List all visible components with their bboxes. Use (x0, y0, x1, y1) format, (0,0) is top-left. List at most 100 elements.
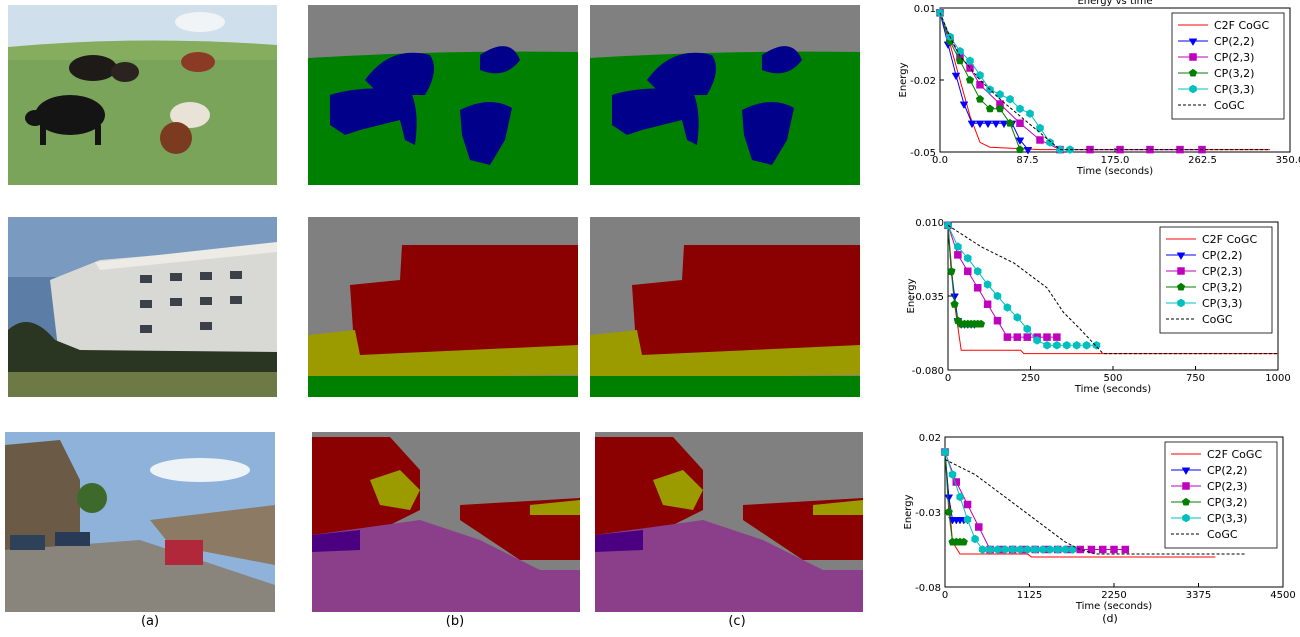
marker (1053, 341, 1061, 350)
legend-marker (1189, 84, 1197, 94)
marker (1043, 341, 1051, 350)
legend-label: CoGC (1207, 528, 1238, 541)
marker (983, 120, 993, 129)
x-tick-label: 350.0 (1276, 155, 1300, 166)
marker (976, 319, 986, 328)
y-tick-label: -0.035 (912, 292, 944, 303)
marker (1008, 545, 1017, 554)
marker (1036, 123, 1044, 133)
legend-marker (1182, 513, 1190, 523)
x-tick-label: 175.0 (1101, 155, 1130, 166)
photo-building (8, 217, 277, 397)
marker (1092, 341, 1101, 350)
segmentation-cows-b (308, 5, 578, 185)
marker (1031, 545, 1039, 554)
y-tick-label: -0.080 (912, 366, 944, 377)
legend-label: C2F CoGC (1214, 19, 1269, 32)
marker (1068, 545, 1077, 554)
marker (1023, 333, 1031, 341)
marker (976, 70, 984, 80)
marker (1013, 313, 1022, 322)
marker (1003, 303, 1012, 312)
marker (1066, 145, 1074, 154)
marker (999, 120, 1009, 129)
marker (1053, 545, 1062, 554)
marker (1001, 545, 1009, 554)
legend-label: CP(3,2) (1207, 496, 1247, 509)
marker (1063, 341, 1071, 350)
x-axis-label: Time (seconds) (1074, 384, 1151, 395)
y-tick-label: -0.08 (915, 583, 941, 594)
x-tick-label: 87.5 (1016, 155, 1038, 166)
x-tick-label: 2250 (1101, 590, 1126, 601)
series-line (944, 459, 1246, 555)
marker (1023, 545, 1032, 554)
legend-label: CP(3,3) (1214, 83, 1254, 96)
segmentation-street-c (595, 432, 863, 612)
marker (996, 90, 1004, 99)
marker (966, 56, 974, 66)
marker (1046, 138, 1054, 147)
y-tick-label: -0.05 (910, 148, 936, 159)
marker (1087, 545, 1096, 554)
marker (1026, 109, 1034, 118)
x-tick-label: 1125 (1017, 590, 1042, 601)
series-line (947, 225, 1097, 346)
marker (1053, 333, 1061, 341)
marker (959, 537, 968, 546)
x-tick-label: 0 (942, 590, 948, 601)
marker (959, 101, 969, 109)
marker (995, 104, 1005, 113)
legend-marker (1188, 38, 1198, 46)
marker (975, 94, 985, 103)
marker (1033, 336, 1041, 345)
segmentation-street-b (312, 432, 580, 612)
y-tick-label: -0.03 (915, 508, 941, 519)
y-axis-label: Energy (898, 62, 909, 97)
photo-cows (8, 5, 277, 185)
panel-label: (d) (1102, 612, 1118, 625)
marker (991, 120, 1001, 129)
photo-street (5, 432, 275, 612)
marker (947, 266, 956, 275)
series-line (944, 451, 1216, 558)
y-axis-label: Energy (906, 278, 917, 313)
marker (948, 470, 957, 479)
y-tick-label: 0.01 (914, 4, 936, 15)
marker (944, 507, 953, 516)
marker (1016, 119, 1024, 127)
y-tick-label: -0.02 (910, 76, 936, 87)
x-tick-label: 262.5 (1188, 155, 1217, 166)
legend-marker (1182, 482, 1190, 490)
series-line (939, 12, 1029, 150)
marker (1023, 324, 1031, 334)
marker (944, 494, 954, 502)
legend-marker (1189, 53, 1197, 61)
legend-marker (1176, 252, 1186, 260)
marker (1023, 147, 1033, 155)
marker (1036, 136, 1044, 144)
marker (1015, 145, 1025, 154)
marker (951, 72, 961, 81)
legend-label: CP(2,2) (1214, 35, 1254, 48)
series-line (939, 12, 1270, 151)
x-tick-label: 500 (1103, 373, 1122, 384)
segmentation-cows-c (590, 5, 860, 185)
marker (1061, 545, 1069, 554)
marker (963, 515, 972, 524)
legend-label: CP(2,2) (1202, 249, 1242, 262)
x-tick-label: 750 (1186, 373, 1205, 384)
marker (1005, 118, 1015, 127)
y-tick-label: 0.010 (915, 218, 944, 229)
marker (1046, 545, 1054, 554)
marker (1043, 333, 1051, 341)
marker (973, 284, 982, 292)
marker (1072, 341, 1081, 350)
legend-box (1159, 226, 1273, 334)
legend-box (1171, 12, 1285, 120)
marker (993, 545, 1002, 554)
marker (985, 104, 995, 113)
marker (967, 120, 977, 129)
marker (983, 280, 992, 289)
